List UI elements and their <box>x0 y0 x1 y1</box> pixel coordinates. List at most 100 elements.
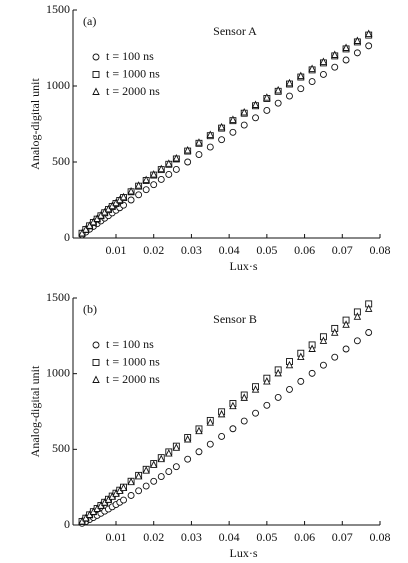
data-point <box>308 78 316 86</box>
data-point <box>263 377 271 385</box>
panel-label: (a) <box>83 14 96 28</box>
legend-marker <box>92 71 100 78</box>
x-tick-label: 0.07 <box>332 243 353 257</box>
data-point <box>195 448 203 456</box>
data-point <box>286 92 293 100</box>
data-point <box>150 477 158 485</box>
y-tick-label: 1500 <box>46 2 70 16</box>
data-point <box>172 443 181 451</box>
data-point <box>184 455 192 463</box>
data-point <box>127 492 135 499</box>
panel-label: (b) <box>83 302 97 316</box>
legend-label: t = 100 ns <box>106 337 154 351</box>
data-point <box>274 393 282 401</box>
data-point <box>134 181 143 189</box>
data-point <box>142 175 150 184</box>
data-point <box>319 70 327 78</box>
data-point <box>285 78 294 87</box>
data-point <box>285 360 294 369</box>
data-point <box>297 352 305 360</box>
data-point <box>165 159 173 167</box>
data-point <box>119 192 128 201</box>
data-point <box>342 320 350 328</box>
data-point <box>217 409 226 418</box>
data-point <box>157 176 165 183</box>
data-point <box>308 344 316 352</box>
data-point <box>274 85 282 94</box>
data-point <box>251 100 260 108</box>
data-point <box>206 143 214 151</box>
x-tick-label: 0.02 <box>143 530 164 544</box>
data-point <box>82 225 90 233</box>
data-point <box>165 468 173 476</box>
data-point <box>240 393 248 401</box>
data-point <box>365 329 373 336</box>
legend-label: t = 2000 ns <box>106 84 160 98</box>
x-axis-label: Lux·s <box>230 259 258 273</box>
data-point <box>119 483 128 492</box>
x-axis-label: Lux·s <box>230 546 258 560</box>
data-point <box>142 466 150 474</box>
data-point <box>342 43 350 51</box>
x-tick-label: 0.01 <box>105 243 126 257</box>
legend-label: t = 100 ns <box>106 49 154 63</box>
chart-title: Sensor A <box>213 24 257 38</box>
legend-marker <box>92 359 100 366</box>
data-point <box>120 496 127 504</box>
data-point <box>342 345 350 353</box>
legend-marker <box>92 53 100 61</box>
x-tick-label: 0.03 <box>181 243 202 257</box>
data-point <box>195 426 203 435</box>
data-point <box>263 401 271 409</box>
data-point <box>286 385 293 393</box>
data-point <box>229 128 237 136</box>
data-point <box>319 57 328 65</box>
data-point <box>165 171 173 178</box>
data-point <box>165 449 173 457</box>
data-point <box>134 471 143 480</box>
data-point <box>229 115 237 123</box>
data-point <box>308 64 316 72</box>
y-tick-label: 500 <box>52 441 70 455</box>
data-point <box>229 401 237 410</box>
data-point <box>365 42 373 50</box>
data-point <box>184 158 192 166</box>
data-point <box>353 49 361 57</box>
data-point <box>353 36 362 44</box>
data-point <box>206 418 215 426</box>
legend-label: t = 1000 ns <box>106 354 160 368</box>
data-point <box>364 304 373 312</box>
data-point <box>308 369 316 377</box>
data-point <box>297 377 305 385</box>
data-point <box>364 29 373 37</box>
data-point <box>172 463 180 471</box>
data-point <box>142 186 150 194</box>
data-point <box>353 337 361 345</box>
x-tick-label: 0.05 <box>256 243 277 257</box>
y-tick-label: 0 <box>64 230 70 244</box>
data-point <box>135 191 143 199</box>
chart-title: Sensor B <box>213 312 257 326</box>
data-point <box>127 477 135 486</box>
legend-marker <box>92 87 100 95</box>
data-point <box>297 71 305 80</box>
data-point <box>240 417 248 425</box>
x-tick-label: 0.01 <box>105 530 126 544</box>
y-tick-label: 1000 <box>46 78 70 92</box>
legend-label: t = 1000 ns <box>106 66 160 80</box>
data-point <box>150 181 158 189</box>
data-point <box>229 425 237 433</box>
y-axis-label: Analog-digital unit <box>28 365 42 457</box>
data-point <box>319 361 327 369</box>
legend-marker <box>92 375 100 383</box>
data-point <box>127 196 135 204</box>
data-point <box>251 385 260 393</box>
data-point <box>252 114 259 122</box>
x-tick-label: 0.04 <box>219 530 240 544</box>
x-tick-label: 0.08 <box>370 243 391 257</box>
x-tick-label: 0.06 <box>294 530 315 544</box>
data-point <box>274 99 282 107</box>
data-point <box>218 433 226 440</box>
